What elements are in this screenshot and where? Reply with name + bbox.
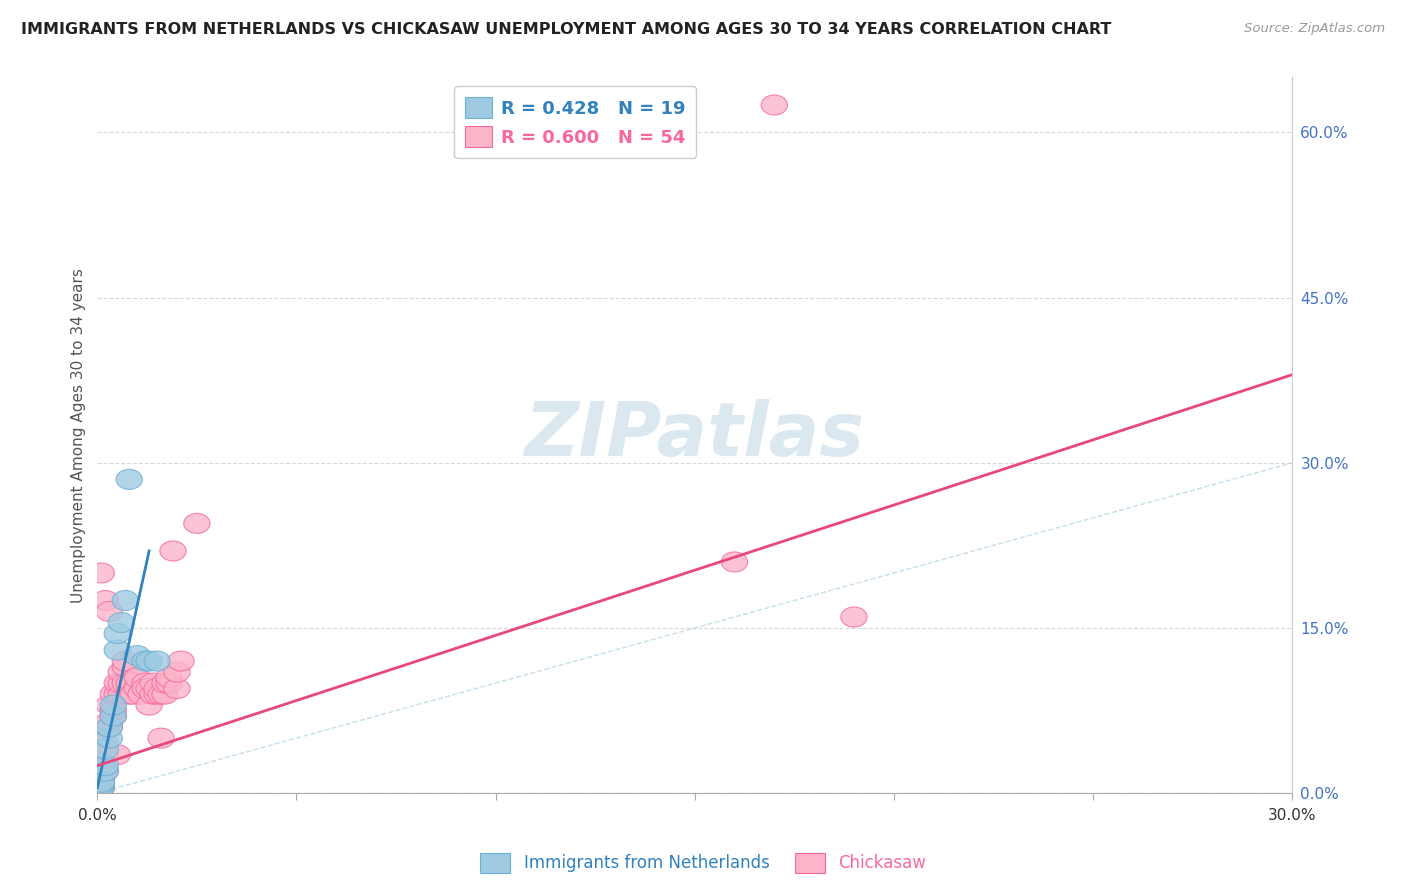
Ellipse shape bbox=[124, 679, 150, 698]
Ellipse shape bbox=[165, 679, 190, 698]
Text: ZIPatlas: ZIPatlas bbox=[524, 399, 865, 472]
Ellipse shape bbox=[136, 695, 162, 715]
Ellipse shape bbox=[93, 756, 118, 776]
Ellipse shape bbox=[148, 684, 174, 704]
Ellipse shape bbox=[132, 651, 159, 671]
Ellipse shape bbox=[96, 717, 122, 737]
Ellipse shape bbox=[89, 778, 114, 797]
Ellipse shape bbox=[160, 541, 186, 561]
Ellipse shape bbox=[141, 684, 166, 704]
Ellipse shape bbox=[100, 706, 127, 726]
Ellipse shape bbox=[761, 95, 787, 115]
Ellipse shape bbox=[112, 657, 138, 677]
Ellipse shape bbox=[93, 761, 118, 781]
Ellipse shape bbox=[124, 667, 150, 688]
Ellipse shape bbox=[104, 640, 131, 660]
Legend: Immigrants from Netherlands, Chickasaw: Immigrants from Netherlands, Chickasaw bbox=[474, 847, 932, 880]
Ellipse shape bbox=[721, 552, 748, 572]
Ellipse shape bbox=[108, 662, 135, 682]
Ellipse shape bbox=[141, 673, 166, 693]
Legend: R = 0.428   N = 19, R = 0.600   N = 54: R = 0.428 N = 19, R = 0.600 N = 54 bbox=[454, 87, 696, 158]
Ellipse shape bbox=[93, 739, 118, 759]
Ellipse shape bbox=[120, 684, 146, 704]
Ellipse shape bbox=[89, 766, 114, 787]
Ellipse shape bbox=[152, 684, 179, 704]
Ellipse shape bbox=[117, 673, 142, 693]
Ellipse shape bbox=[641, 95, 668, 115]
Ellipse shape bbox=[136, 679, 162, 698]
Ellipse shape bbox=[93, 761, 118, 781]
Ellipse shape bbox=[104, 745, 131, 764]
Ellipse shape bbox=[100, 706, 127, 726]
Ellipse shape bbox=[117, 684, 142, 704]
Ellipse shape bbox=[108, 684, 135, 704]
Ellipse shape bbox=[89, 778, 114, 797]
Ellipse shape bbox=[96, 695, 122, 715]
Ellipse shape bbox=[93, 591, 118, 610]
Ellipse shape bbox=[108, 613, 135, 632]
Ellipse shape bbox=[104, 684, 131, 704]
Ellipse shape bbox=[136, 651, 162, 671]
Ellipse shape bbox=[167, 651, 194, 671]
Ellipse shape bbox=[112, 651, 138, 671]
Ellipse shape bbox=[96, 717, 122, 737]
Ellipse shape bbox=[96, 601, 122, 622]
Ellipse shape bbox=[108, 673, 135, 693]
Text: Source: ZipAtlas.com: Source: ZipAtlas.com bbox=[1244, 22, 1385, 36]
Text: IMMIGRANTS FROM NETHERLANDS VS CHICKASAW UNEMPLOYMENT AMONG AGES 30 TO 34 YEARS : IMMIGRANTS FROM NETHERLANDS VS CHICKASAW… bbox=[21, 22, 1112, 37]
Ellipse shape bbox=[100, 684, 127, 704]
Ellipse shape bbox=[841, 607, 868, 627]
Ellipse shape bbox=[143, 684, 170, 704]
Ellipse shape bbox=[184, 514, 209, 533]
Ellipse shape bbox=[104, 624, 131, 643]
Ellipse shape bbox=[112, 591, 138, 610]
Ellipse shape bbox=[132, 673, 159, 693]
Ellipse shape bbox=[165, 662, 190, 682]
Ellipse shape bbox=[148, 728, 174, 748]
Ellipse shape bbox=[93, 745, 118, 764]
Y-axis label: Unemployment Among Ages 30 to 34 years: Unemployment Among Ages 30 to 34 years bbox=[72, 268, 86, 603]
Ellipse shape bbox=[143, 651, 170, 671]
Ellipse shape bbox=[96, 712, 122, 731]
Ellipse shape bbox=[89, 774, 114, 795]
Ellipse shape bbox=[117, 469, 142, 490]
Ellipse shape bbox=[89, 772, 114, 792]
Ellipse shape bbox=[128, 684, 155, 704]
Ellipse shape bbox=[96, 728, 122, 748]
Ellipse shape bbox=[89, 772, 114, 792]
Ellipse shape bbox=[93, 733, 118, 754]
Ellipse shape bbox=[100, 700, 127, 721]
Ellipse shape bbox=[100, 695, 127, 715]
Ellipse shape bbox=[132, 679, 159, 698]
Ellipse shape bbox=[124, 646, 150, 665]
Ellipse shape bbox=[112, 673, 138, 693]
Ellipse shape bbox=[152, 673, 179, 693]
Ellipse shape bbox=[89, 563, 114, 583]
Ellipse shape bbox=[143, 679, 170, 698]
Ellipse shape bbox=[156, 673, 183, 693]
Ellipse shape bbox=[156, 667, 183, 688]
Ellipse shape bbox=[120, 673, 146, 693]
Ellipse shape bbox=[104, 673, 131, 693]
